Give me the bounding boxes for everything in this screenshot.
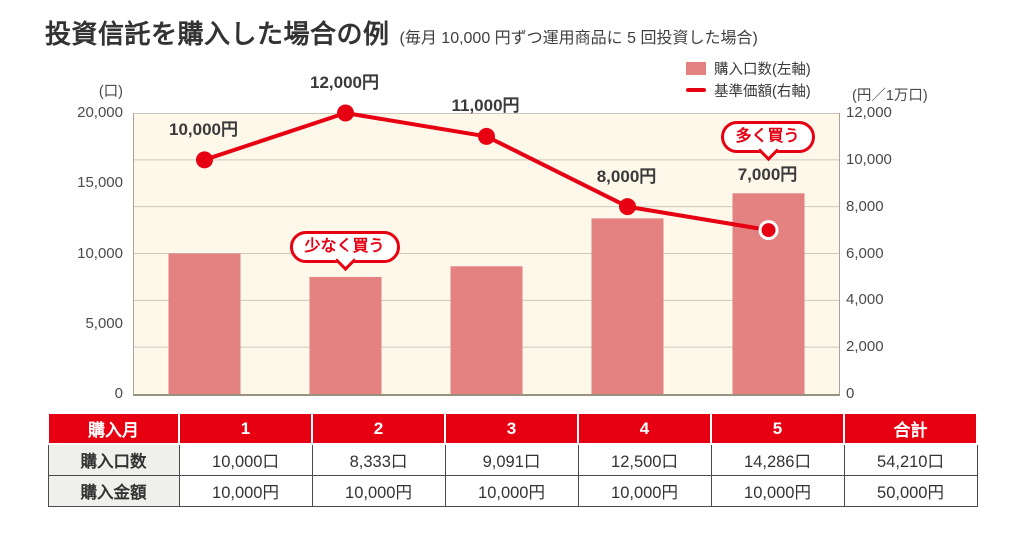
table-cell: 10,000口 <box>178 443 313 476</box>
table-cell: 8,333口 <box>311 443 446 476</box>
annotation-bubble-1: 少なく買う <box>289 230 400 263</box>
right-axis-tick: 8,000 <box>846 197 884 215</box>
left-axis-unit: (口) <box>98 84 123 100</box>
line-point <box>337 104 354 122</box>
point-value-label: 10,000円 <box>169 119 238 139</box>
table-header-cell: 購入月 <box>47 412 180 445</box>
point-value-label: 8,000円 <box>596 166 657 186</box>
table-header-row: 購入月 1 2 3 4 5 合計 <box>47 412 978 445</box>
point-value-label: 11,000円 <box>451 96 520 116</box>
table-cell: 9,091口 <box>444 443 579 476</box>
table-cell: 10,000円 <box>311 475 446 507</box>
left-axis-tick: 20,000 <box>77 104 123 121</box>
page-subtitle: (毎月 10,000 円ずつ運用商品に 5 回投資した場合) <box>399 30 758 47</box>
table-row-label: 購入金額 <box>47 475 180 507</box>
table-cell: 10,000円 <box>178 475 313 507</box>
right-axis-tick: 0 <box>846 385 855 402</box>
table-header-cell: 5 <box>710 412 845 445</box>
bar-purchase-units <box>168 253 241 394</box>
right-axis-unit: (円／1万口) <box>852 88 928 104</box>
table-row-label: 購入口数 <box>47 443 180 476</box>
line-point <box>758 220 779 241</box>
plot-area <box>133 104 840 396</box>
bar-purchase-units <box>309 276 382 394</box>
line-point <box>478 127 495 145</box>
table-header-cell: 1 <box>178 412 313 445</box>
chart-svg <box>134 104 839 394</box>
left-axis-tick: 10,000 <box>77 244 123 262</box>
line-point <box>196 151 213 169</box>
table-cell: 14,286口 <box>710 443 845 476</box>
legend-label-line: 基準価額(右軸) <box>714 83 811 100</box>
right-axis-tick: 2,000 <box>846 338 884 356</box>
table-cell: 12,500口 <box>577 443 712 476</box>
line-swatch-icon <box>686 88 706 92</box>
table-header-cell: 2 <box>311 412 446 445</box>
legend-item-line: 基準価額(右軸) <box>686 79 811 101</box>
bar-purchase-units <box>450 266 523 394</box>
table-header-cell: 合計 <box>843 412 978 445</box>
page-title: 投資信託を購入した場合の例 <box>45 19 390 49</box>
left-axis-tick: 5,000 <box>85 314 123 332</box>
chart-legend: 購入口数(左軸) 基準価額(右軸) <box>686 57 811 101</box>
right-axis-tick: 10,000 <box>846 150 892 168</box>
table-header-cell: 3 <box>444 412 579 445</box>
right-axis-tick: 4,000 <box>846 291 884 309</box>
legend-label-bar: 購入口数(左軸) <box>714 61 811 78</box>
table-cell: 54,210口 <box>843 443 978 476</box>
purchase-table: 購入月 1 2 3 4 5 合計 購入口数 10,000口 8,333口 9,091口 12,500口… <box>47 412 978 507</box>
table-cell: 10,000円 <box>444 475 579 507</box>
bar-purchase-units <box>591 218 664 394</box>
table-cell: 10,000円 <box>577 475 712 507</box>
left-axis-tick: 0 <box>114 385 123 402</box>
right-axis-tick: 12,000 <box>846 104 892 121</box>
line-point <box>619 198 636 216</box>
point-value-label: 7,000円 <box>737 165 798 185</box>
title-row: 投資信託を購入した場合の例 (毎月 10,000 円ずつ運用商品に 5 回投資し… <box>45 14 758 51</box>
annotation-bubble-2: 多く買う <box>720 121 815 154</box>
table-cell: 10,000円 <box>710 475 845 507</box>
table-row: 購入金額 10,000円 10,000円 10,000円 10,000円 10,000円 5… <box>47 475 978 507</box>
table-header-cell: 4 <box>577 412 712 445</box>
left-axis-tick: 15,000 <box>77 174 123 192</box>
bar-swatch-icon <box>686 61 706 75</box>
table-row: 購入口数 10,000口 8,333口 9,091口 12,500口 14,286口 54,… <box>47 443 978 476</box>
table-cell: 50,000円 <box>843 475 978 507</box>
legend-item-bar: 購入口数(左軸) <box>686 57 811 79</box>
right-axis-tick: 6,000 <box>846 244 884 262</box>
point-value-label: 12,000円 <box>310 73 379 92</box>
